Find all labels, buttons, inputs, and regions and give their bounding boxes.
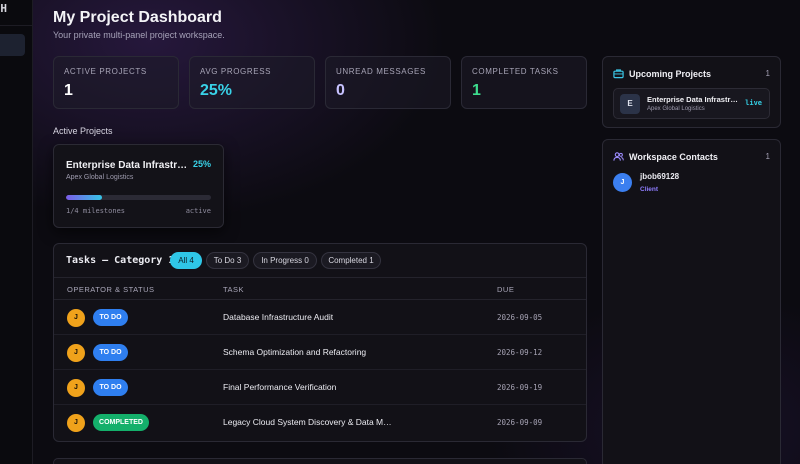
status-badge: TO DO: [93, 379, 128, 396]
stat-card-unread-messages: UNREAD MESSAGES 0: [325, 56, 451, 109]
workspace-contacts-title: Workspace Contacts: [629, 152, 718, 162]
upcoming-project-name: Enterprise Data Infrastructure: [647, 95, 740, 104]
filter-to-do[interactable]: To Do 3: [206, 252, 249, 269]
task-due-date: 2026-09-09: [497, 418, 543, 427]
stat-label: ACTIVE PROJECTS: [64, 67, 147, 76]
workspace-contacts-panel: Workspace Contacts 1 J jbob69128 Client: [602, 139, 781, 464]
upcoming-project-item[interactable]: E Enterprise Data Infrastructure Apex Gl…: [613, 88, 770, 119]
next-panel-edge: [53, 458, 587, 464]
stat-value: 1: [64, 82, 73, 99]
tasks-table-header: OPERATOR & STATUS TASK DUE: [54, 277, 586, 300]
contact-role: Client: [640, 186, 659, 193]
project-milestones: 1/4 milestones: [66, 207, 126, 215]
project-title: Enterprise Data Infrastructure: [66, 160, 188, 171]
status-badge: TO DO: [93, 344, 128, 361]
tasks-panel: Tasks – Category 1 All 4 To Do 3 In Prog…: [53, 243, 587, 442]
users-icon: [613, 152, 624, 161]
operator-avatar: J: [67, 344, 85, 362]
stat-label: AVG PROGRESS: [200, 67, 272, 76]
stat-label: UNREAD MESSAGES: [336, 67, 426, 76]
table-row[interactable]: J COMPLETED Legacy Cloud System Discover…: [54, 405, 586, 440]
operator-avatar: J: [67, 414, 85, 432]
stat-value: 0: [336, 82, 345, 99]
project-progress-fill: [66, 195, 103, 200]
upcoming-projects-count: 1: [765, 69, 770, 78]
task-name: Database Infrastructure Audit: [223, 312, 334, 322]
filter-all[interactable]: All 4: [170, 252, 202, 269]
contact-avatar: J: [613, 173, 632, 192]
table-row[interactable]: J TO DO Final Performance Verification 2…: [54, 370, 586, 405]
filter-in-progress[interactable]: In Progress 0: [253, 252, 317, 269]
project-status: active: [185, 207, 211, 215]
status-badge: TO DO: [93, 309, 128, 326]
task-name: Final Performance Verification: [223, 382, 337, 392]
task-due-date: 2026-09-19: [497, 383, 543, 392]
operator-avatar: J: [67, 379, 85, 397]
status-badge: COMPLETED: [93, 414, 149, 431]
stat-card-avg-progress: AVG PROGRESS 25%: [189, 56, 315, 109]
stat-card-active-projects: ACTIVE PROJECTS 1: [53, 56, 179, 109]
upcoming-project-client: Apex Global Logistics: [647, 106, 705, 112]
task-due-date: 2026-09-05: [497, 313, 543, 322]
table-row[interactable]: J TO DO Schema Optimization and Refactor…: [54, 335, 586, 370]
project-progress-bar: [66, 195, 211, 200]
column-due: DUE: [497, 285, 515, 294]
workspace-contacts-count: 1: [765, 152, 770, 161]
project-initial: E: [620, 94, 640, 114]
active-projects-heading: Active Projects: [53, 126, 113, 136]
page-title: My Project Dashboard: [53, 9, 222, 26]
upcoming-projects-panel: Upcoming Projects 1 E Enterprise Data In…: [602, 56, 781, 128]
stat-card-completed-tasks: COMPLETED TASKS 1: [461, 56, 587, 109]
contact-name[interactable]: jbob69128: [640, 172, 680, 181]
stat-value: 1: [472, 82, 481, 99]
operator-avatar: J: [67, 309, 85, 327]
stat-value: 25%: [200, 82, 233, 99]
column-task: TASK: [223, 285, 245, 294]
task-name: Schema Optimization and Refactoring: [223, 347, 367, 357]
task-due-date: 2026-09-12: [497, 348, 543, 357]
task-name: Legacy Cloud System Discovery & Data Mig…: [223, 417, 393, 427]
brand-label: H: [0, 0, 33, 26]
sidebar-item-active[interactable]: [0, 34, 25, 56]
project-client: Apex Global Logistics: [66, 174, 134, 181]
filter-completed[interactable]: Completed 1: [321, 252, 381, 269]
table-row[interactable]: J TO DO Database Infrastructure Audit 20…: [54, 300, 586, 335]
project-progress-percent: 25%: [192, 159, 211, 169]
stat-label: COMPLETED TASKS: [472, 67, 559, 76]
page-subtitle: Your private multi-panel project workspa…: [53, 30, 225, 40]
sidebar: H: [0, 0, 33, 464]
column-operator-status: OPERATOR & STATUS: [67, 285, 155, 294]
upcoming-projects-title: Upcoming Projects: [629, 69, 712, 79]
project-card[interactable]: Enterprise Data Infrastructure 25% Apex …: [53, 144, 224, 228]
upcoming-project-status: live: [745, 99, 762, 107]
tasks-title: Tasks – Category 1: [66, 255, 175, 266]
briefcase-icon: [613, 69, 624, 79]
